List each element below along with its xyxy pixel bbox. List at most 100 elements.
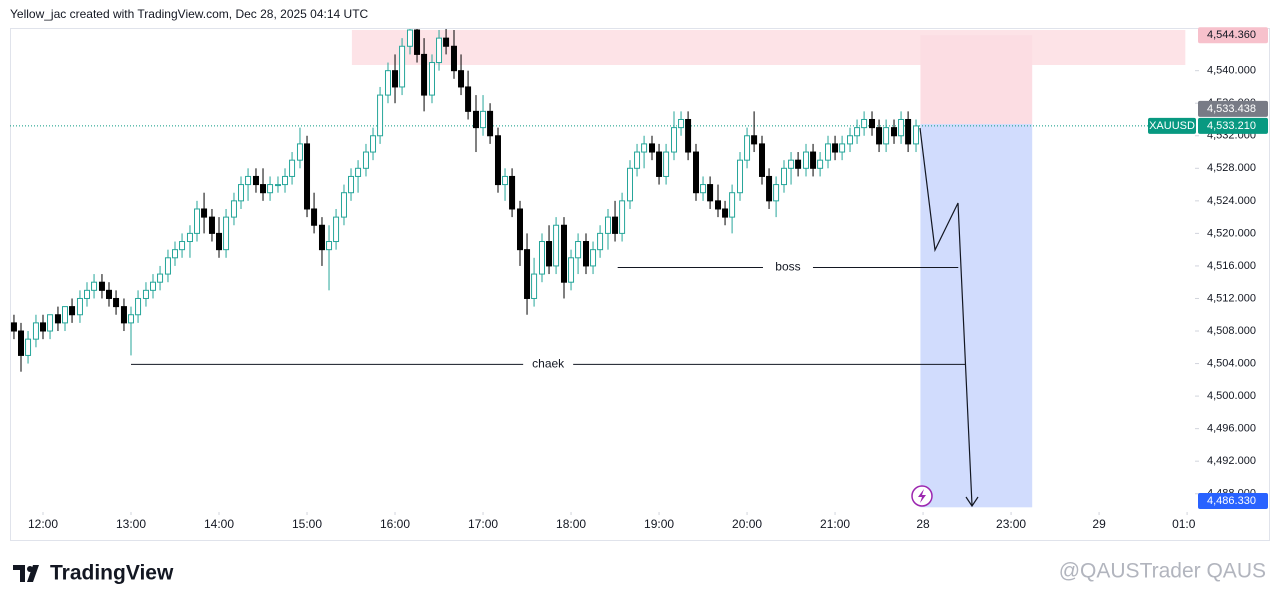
candle-body: [304, 143, 311, 210]
y-tick-label: 4,528.000: [1207, 162, 1256, 174]
candle-body: [744, 135, 751, 161]
candle-body: [69, 306, 76, 316]
x-tick-label: 16:00: [380, 517, 410, 531]
label-gap: [762, 260, 813, 275]
candle-body: [399, 45, 406, 88]
price-badge: [1198, 493, 1268, 509]
candle-body: [296, 143, 303, 161]
x-tick-label: 19:00: [644, 517, 674, 531]
price-badge-label: 4,544.360: [1207, 29, 1256, 41]
candle-body: [883, 127, 890, 145]
candle-body: [260, 184, 267, 194]
candle-body: [898, 118, 905, 137]
level-label: boss: [775, 260, 800, 274]
candle-body: [656, 151, 663, 177]
candle-body: [421, 53, 428, 96]
candle-body: [208, 216, 215, 234]
candle-body: [553, 224, 560, 267]
drawings: [911, 127, 979, 508]
candle-body: [861, 118, 868, 129]
candle-body: [98, 281, 105, 291]
candle-body: [370, 135, 377, 153]
candle-body: [854, 127, 861, 137]
axes: 4,488.0004,492.0004,496.0004,500.0004,50…: [28, 27, 1268, 531]
x-tick-label: 13:00: [116, 517, 146, 531]
candle-body: [150, 281, 157, 291]
candle-body: [362, 151, 369, 169]
candle-body: [84, 289, 91, 299]
candle-body: [678, 118, 685, 129]
risk-zone: [920, 35, 1033, 125]
x-tick-label: 21:00: [820, 517, 850, 531]
candle-body: [311, 208, 318, 226]
candle-body: [803, 151, 810, 169]
candle-body: [76, 297, 83, 316]
candle-body: [106, 289, 113, 299]
candle-body: [825, 143, 832, 161]
candle-body: [267, 184, 274, 194]
candle-body: [318, 224, 325, 251]
candle-body: [847, 135, 854, 145]
candle-body: [406, 29, 413, 47]
candle-body: [238, 184, 245, 202]
price-badge: [1198, 100, 1268, 117]
candle-body: [348, 175, 355, 194]
candle-body: [627, 167, 634, 202]
plot-area: boss chaek: [10, 29, 1195, 508]
candle-body: [120, 306, 127, 324]
candle-body: [25, 338, 32, 356]
candle-body: [781, 167, 788, 186]
candle-body: [18, 330, 25, 356]
candle-body: [384, 70, 391, 96]
candle-body: [905, 118, 912, 145]
candle-body: [891, 127, 898, 137]
candle-body: [568, 257, 575, 283]
candle-body: [707, 184, 714, 202]
header-title: Yellow_jac created with TradingView.com,…: [10, 7, 369, 21]
price-badge: [1198, 117, 1268, 134]
candle-body: [538, 241, 545, 275]
x-tick-label: 12:00: [28, 517, 58, 531]
candle-body: [502, 175, 509, 186]
candle-body: [839, 143, 846, 153]
price-badge: [1198, 27, 1268, 44]
candle-body: [524, 249, 531, 299]
price-badge-label: 4,533.438: [1207, 103, 1256, 115]
candle-body: [326, 241, 333, 251]
candle-body: [443, 37, 450, 47]
price-badge-label: 4,486.330: [1207, 495, 1256, 507]
candle-body: [274, 184, 281, 187]
candle-body: [32, 322, 39, 340]
y-tick-label: 4,512.000: [1207, 292, 1256, 304]
candle-body: [531, 273, 538, 299]
candle-body: [913, 125, 920, 145]
x-tick-label: 01:00: [1172, 517, 1202, 531]
candle-body: [494, 135, 501, 186]
candle-body: [10, 322, 17, 332]
arrow-path: [919, 127, 973, 506]
candle-body: [693, 151, 700, 194]
candle-body: [773, 184, 780, 202]
candle-body: [465, 86, 472, 112]
candle-body: [612, 216, 619, 234]
candle-body: [737, 159, 744, 194]
y-tick-label: 4,508.000: [1207, 325, 1256, 337]
candle-body: [230, 200, 237, 218]
candle-body: [619, 200, 626, 234]
candle-body: [795, 159, 802, 169]
candle-body: [817, 159, 824, 169]
y-tick-label: 4,516.000: [1207, 260, 1256, 272]
candle-body: [113, 297, 120, 308]
y-tick-label: 4,500.000: [1207, 390, 1256, 402]
candle-body: [201, 208, 208, 218]
candle-body: [685, 118, 692, 153]
x-tick-label: 14:00: [204, 517, 234, 531]
x-axis: 12:00 13:00 14:00 15:00 16:00 17:00 18:00 19:00…: [28, 512, 1202, 531]
symbol-badge: [1148, 117, 1196, 134]
candle-body: [223, 216, 230, 251]
candle-body: [832, 143, 839, 153]
candle-body: [634, 151, 641, 169]
candle-body: [245, 175, 252, 186]
candle-body: [450, 45, 457, 72]
